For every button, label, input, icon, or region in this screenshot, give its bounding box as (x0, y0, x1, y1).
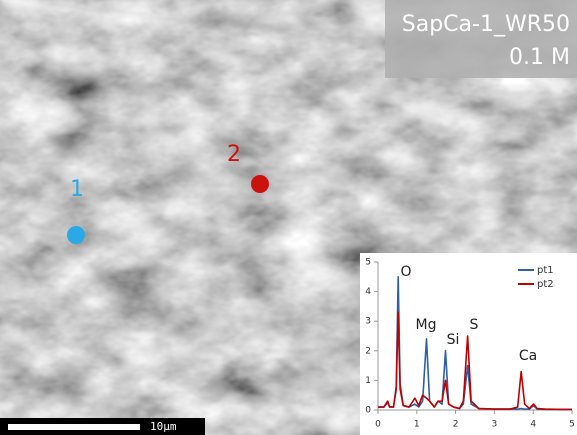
x-tick-label: 5 (569, 420, 575, 430)
x-tick-label: 2 (453, 420, 459, 430)
x-tick-label: 4 (530, 420, 536, 430)
peak-label: Si (447, 332, 460, 348)
x-tick-label: 3 (492, 420, 498, 430)
x-tick-label: 0 (375, 420, 381, 430)
peak-label: Mg (416, 317, 437, 333)
scale-bar-label: 10μm (150, 420, 177, 433)
sem-view: SapCa-1_WR50 0.1 M 10μm 1 2 0 1 2 3 4 5 0 1 2 3 4 5 pt… (0, 0, 577, 435)
y-tick-label: 1 (365, 376, 371, 386)
legend-label: pt1 (537, 265, 554, 276)
point-marker (251, 175, 269, 193)
y-tick-label: 3 (365, 317, 371, 327)
point-label: 1 (70, 177, 84, 202)
scale-bar (8, 424, 140, 430)
y-tick-label: 5 (365, 258, 371, 268)
y-tick-label: 2 (365, 346, 371, 356)
peak-label: S (470, 317, 479, 333)
y-tick-label: 0 (365, 406, 371, 416)
legend-label: pt2 (537, 279, 554, 290)
peak-label: O (400, 264, 411, 280)
peak-label: Ca (519, 348, 537, 364)
x-tick-label: 1 (414, 420, 420, 430)
point-marker (67, 226, 85, 244)
point-label: 2 (227, 142, 241, 167)
title-line: SapCa-1_WR50 (402, 12, 570, 37)
y-tick-label: 4 (365, 287, 371, 297)
title-line: 0.1 M (509, 45, 570, 70)
